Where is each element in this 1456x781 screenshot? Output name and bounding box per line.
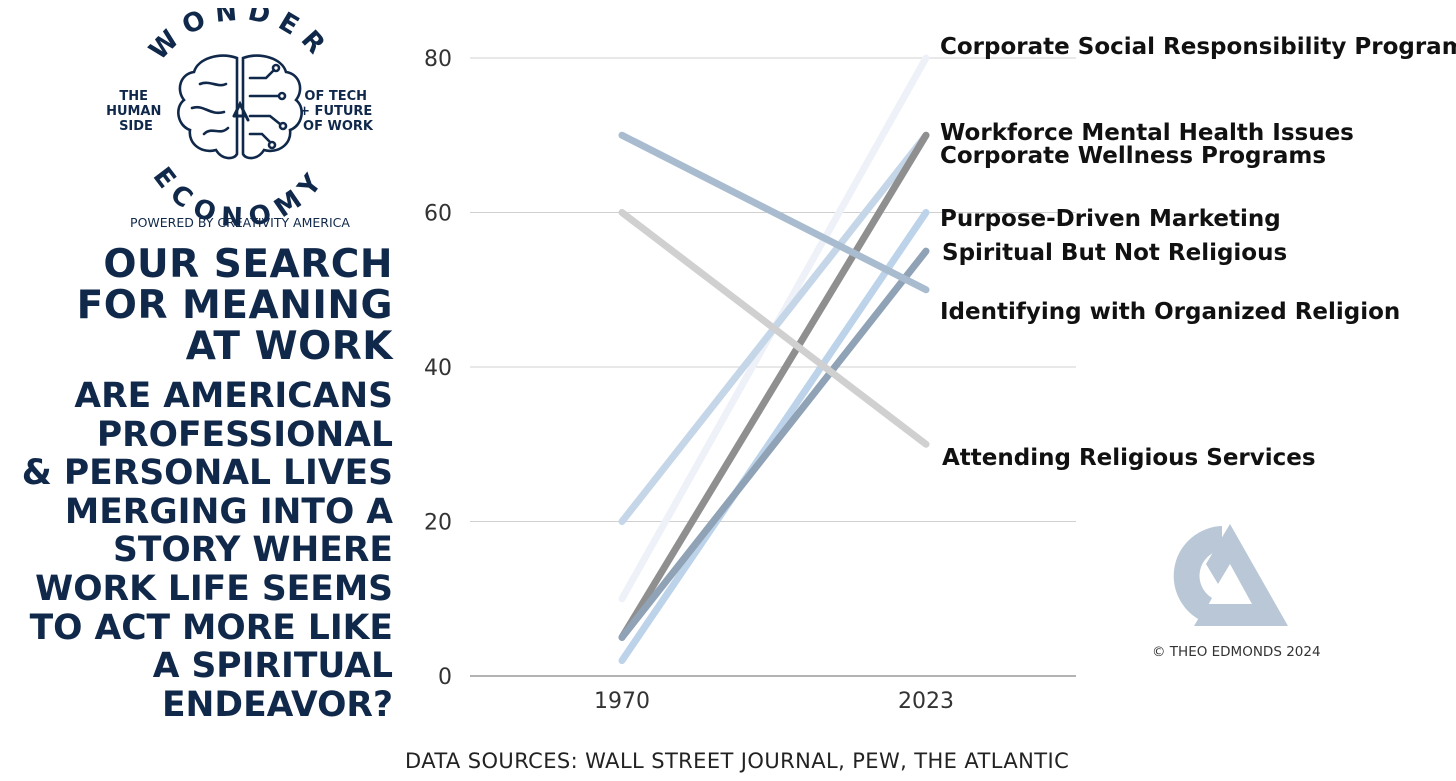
- question-line-2: PROFESSIONAL: [96, 414, 393, 455]
- logo-left-line-3: SIDE: [119, 119, 153, 134]
- y-tick-label: 0: [438, 665, 452, 690]
- series-line: [618, 131, 930, 294]
- question-line-6: WORK LIFE SEEMS: [35, 568, 393, 609]
- series-line: [618, 209, 930, 665]
- axis-ticks: 0 20 40 60 80 1970 2023: [424, 47, 954, 714]
- y-tick-label: 20: [424, 511, 452, 536]
- ca-monogram-icon: [1160, 520, 1294, 632]
- svg-text:OF TECH + FUTURE O: OF TECH + FUTURE OF WORK: [299, 89, 377, 134]
- question-line-4: MERGING INTO A: [64, 491, 393, 532]
- series-line: [618, 209, 930, 448]
- data-sources-text: DATA SOURCES: WALL STREET JOURNAL, PEW, …: [405, 749, 1070, 773]
- question-line-1: ARE AMERICANS: [74, 376, 393, 416]
- y-tick-label: 40: [424, 356, 452, 381]
- headline-line-3: AT WORK: [185, 324, 393, 369]
- question-line-9: ENDEAVOR?: [161, 684, 393, 725]
- y-tick-label: 60: [424, 202, 452, 227]
- series-label: Purpose-Driven Marketing: [940, 206, 1281, 232]
- powered-by-text: POWERED BY CREATIVITY AMERICA: [130, 215, 350, 230]
- series-lines: [618, 54, 930, 665]
- copyright-text: © THEO EDMONDS 2024: [1152, 644, 1321, 660]
- series-line: [618, 247, 930, 641]
- series-line: [618, 131, 930, 641]
- series-label: Corporate Social Responsibility Programs: [940, 34, 1456, 60]
- question-line-7: TO ACT MORE LIKE: [29, 607, 393, 648]
- logo-right-line-2: + FUTURE: [299, 104, 372, 119]
- headline-line-2: FOR MEANING: [76, 283, 393, 328]
- svg-text:THE HUMAN SIDE: THE HUMAN SIDE: [106, 89, 166, 134]
- logo-right-line-1: OF TECH: [304, 89, 367, 104]
- y-tick-label: 80: [424, 47, 452, 72]
- wonder-economy-logo: WONDER ECONOMY THE HUMAN SIDE OF: [100, 0, 380, 233]
- x-tick-label: 1970: [594, 689, 650, 714]
- question-line-5: STORY WHERE: [112, 530, 393, 571]
- series-label: Workforce Mental Health Issues: [940, 120, 1354, 146]
- series-label: Spiritual But Not Religious: [942, 240, 1287, 266]
- question-line-3: & PERSONAL LIVES: [21, 453, 393, 494]
- series-label: Identifying with Organized Religion: [940, 299, 1400, 325]
- headline-line-1: OUR SEARCH: [103, 242, 393, 287]
- title-block: OUR SEARCH FOR MEANING AT WORK ARE AMERI…: [0, 244, 393, 724]
- gridlines: [470, 57, 1076, 677]
- series-label: Attending Religious Services: [942, 445, 1316, 471]
- series-labels: Corporate Social Responsibility Programs…: [940, 34, 1456, 471]
- logo-left-line-2: HUMAN: [106, 104, 161, 119]
- series-label: Corporate Wellness Programs: [940, 143, 1326, 169]
- question-line-8: A SPIRITUAL: [152, 646, 393, 687]
- logo-right-line-3: OF WORK: [303, 119, 374, 134]
- logo-left-line-1: THE: [119, 89, 148, 104]
- x-tick-label: 2023: [898, 689, 954, 714]
- brain-circuit-icon: [177, 54, 303, 160]
